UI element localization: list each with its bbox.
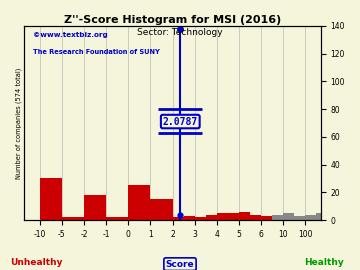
Bar: [195, 217, 206, 220]
Bar: [184, 216, 195, 220]
Title: Z''-Score Histogram for MSI (2016): Z''-Score Histogram for MSI (2016): [64, 15, 281, 25]
Text: Score: Score: [166, 260, 194, 269]
Bar: [84, 195, 106, 220]
Bar: [106, 217, 128, 220]
Bar: [128, 185, 150, 220]
Bar: [250, 215, 261, 220]
Bar: [261, 216, 272, 220]
Bar: [305, 215, 316, 220]
Bar: [150, 199, 172, 220]
Bar: [62, 217, 84, 220]
Text: Unhealthy: Unhealthy: [10, 258, 62, 267]
Bar: [338, 213, 350, 220]
Text: Healthy: Healthy: [304, 258, 344, 267]
Bar: [350, 215, 360, 220]
Bar: [228, 213, 239, 220]
Y-axis label: Number of companies (574 total): Number of companies (574 total): [15, 67, 22, 179]
Bar: [40, 178, 62, 220]
Bar: [294, 216, 305, 220]
Bar: [217, 213, 228, 220]
Text: Sector: Technology: Sector: Technology: [137, 28, 223, 37]
Text: ©www.textbiz.org: ©www.textbiz.org: [33, 32, 108, 38]
Text: The Research Foundation of SUNY: The Research Foundation of SUNY: [33, 49, 160, 55]
Text: 2.0787: 2.0787: [163, 117, 198, 127]
Bar: [327, 215, 338, 220]
Bar: [283, 213, 294, 220]
Bar: [206, 215, 217, 220]
Bar: [172, 217, 184, 220]
Bar: [272, 215, 283, 220]
Bar: [239, 212, 250, 220]
Bar: [316, 213, 327, 220]
